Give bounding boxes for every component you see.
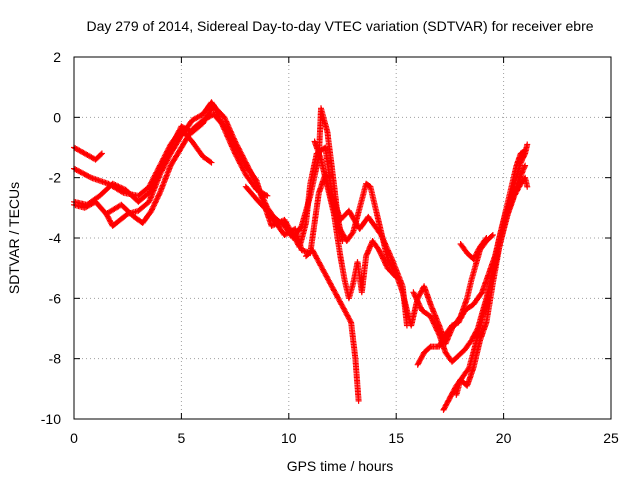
y-tick-label: 0	[53, 109, 61, 125]
series-track-b	[71, 126, 215, 199]
y-axis-label: SDTVAR / TECUs	[6, 182, 22, 294]
data-point-markers	[71, 126, 215, 199]
data-point-markers	[457, 235, 490, 263]
series-track-m	[457, 235, 490, 263]
y-tick-label: 2	[53, 49, 61, 65]
series-track-l	[453, 162, 529, 398]
x-tick-label: 10	[281, 430, 297, 446]
x-tick-label: 0	[70, 430, 78, 446]
x-axis-label: GPS time / hours	[287, 458, 394, 474]
y-tick-label: -6	[49, 290, 62, 306]
data-point-markers	[453, 162, 529, 398]
series-track-g	[311, 138, 400, 302]
series-track-e	[103, 111, 410, 329]
y-tick-label: -4	[49, 230, 62, 246]
series-track-k	[440, 174, 531, 413]
y-tick-label: -10	[41, 411, 61, 427]
x-tick-label: 15	[388, 430, 404, 446]
y-tick-label: -8	[49, 351, 62, 367]
data-point-markers	[71, 144, 105, 163]
data-point-markers	[303, 247, 362, 404]
series-track-a	[71, 144, 105, 163]
y-tick-label: -2	[49, 170, 62, 186]
plot-frame	[73, 56, 612, 420]
x-tick-label: 20	[496, 430, 512, 446]
data-point-markers	[311, 138, 400, 302]
series-track-h	[303, 247, 362, 404]
x-tick-label: 5	[178, 430, 186, 446]
data-points	[71, 99, 531, 413]
data-point-markers	[103, 111, 410, 329]
data-point-markers	[440, 174, 531, 413]
chart-title: Day 279 of 2014, Sidereal Day-to-day VTE…	[86, 18, 593, 34]
x-tick-label: 25	[603, 430, 619, 446]
